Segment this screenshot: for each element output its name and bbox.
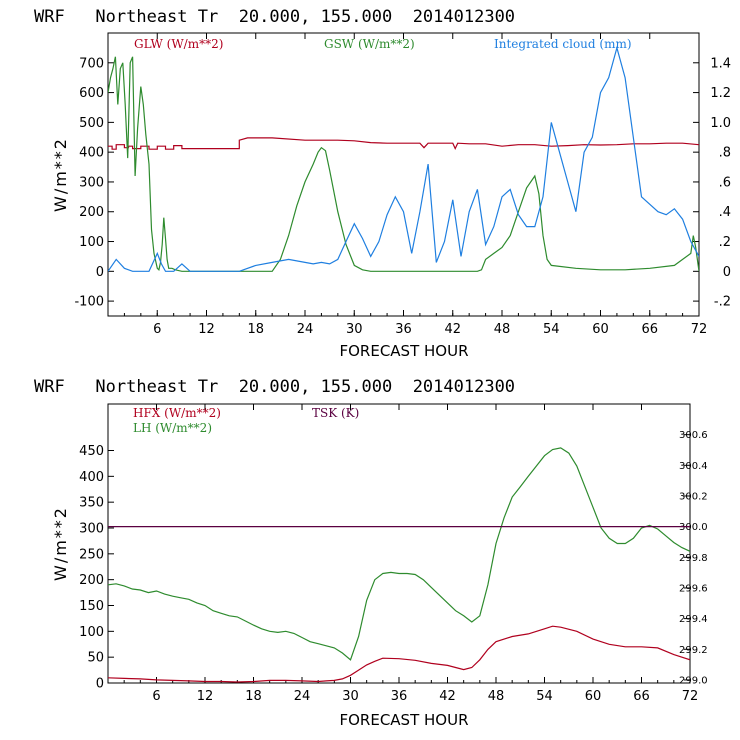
panel2-y-tick-label: 200	[79, 573, 104, 588]
panel1-y-tick-label: 700	[79, 56, 104, 71]
panel1-x-tick-label: 30	[346, 322, 363, 337]
panel2-x-tick-label: 72	[682, 689, 699, 704]
panel2-x-axis-label: FORECAST HOUR	[339, 711, 468, 729]
panel2-y2-tick-label: 299.0	[679, 675, 708, 686]
panel2-x-tick-label: 66	[633, 689, 650, 704]
panel1-y2-tick-label: 1.0	[710, 116, 731, 131]
panel2-y2-tick-label: 299.2	[679, 645, 708, 656]
panel2-x-tick-label: 24	[294, 689, 311, 704]
panel1-x-tick-label: 36	[395, 322, 412, 337]
panel2-x-tick-label: 42	[439, 689, 456, 704]
panel2-y-tick-label: 100	[79, 625, 104, 640]
panel1-y2-tick-label: -.2	[714, 295, 731, 310]
panel1-y-tick-label: 100	[79, 235, 104, 250]
panel1-y2-tick-label: 0	[723, 265, 731, 280]
panel2-x-tick-label: 30	[342, 689, 359, 704]
panel2-x-tick-label: 54	[536, 689, 553, 704]
panel1-x-tick-label: 6	[153, 322, 161, 337]
panel2-series-lh-line	[108, 447, 690, 661]
panel1-series-integrated-line	[108, 45, 699, 272]
panel2-x-tick-label: 18	[245, 689, 262, 704]
panel2-legend-hfx: HFX (W/m**2)	[133, 406, 221, 420]
panel2-y-tick-label: 0	[96, 677, 104, 692]
panel1-y-tick-label: 600	[79, 86, 104, 101]
panel1-y2-tick-label: .6	[719, 175, 731, 190]
panel1-x-tick-label: 60	[592, 322, 609, 337]
panel2-y2-tick-label: 300.2	[679, 491, 708, 502]
panel2-y2-tick-label: 299.6	[679, 583, 708, 594]
panel1-x-tick-label: 48	[494, 322, 511, 337]
panel1-y-tick-label: -100	[74, 295, 104, 310]
panel2-y-tick-label: 50	[87, 651, 104, 666]
panel2-y-axis-label: W/m**2	[51, 506, 70, 581]
panel1-y-tick-label: 0	[96, 265, 104, 280]
panel1-x-tick-label: 72	[691, 322, 708, 337]
panel1-legend-integrated: Integrated cloud (mm)	[494, 37, 632, 51]
panel2-x-tick-label: 48	[488, 689, 505, 704]
panel1-x-tick-label: 66	[641, 322, 658, 337]
panel1-y2-tick-label: .8	[719, 146, 731, 161]
panel2-x-tick-label: 6	[152, 689, 160, 704]
panel1-series-gsw-line	[108, 56, 699, 272]
panel1-y-tick-label: 500	[79, 116, 104, 131]
panel1-x-tick-label: 42	[444, 322, 461, 337]
panel1-legend-gsw: GSW (W/m**2)	[324, 37, 415, 51]
panel1-y-axis-label: W/m**2	[51, 137, 70, 212]
panel1-y-tick-label: 300	[79, 175, 104, 190]
panel2-y2-tick-label: 299.4	[679, 614, 708, 625]
panel2-x-tick-label: 60	[585, 689, 602, 704]
panel1-y-tick-label: 400	[79, 146, 104, 161]
panel2-x-tick-label: 36	[391, 689, 408, 704]
panel2-y2-tick-label: 300.6	[679, 430, 708, 441]
panel2-y-tick-label: 300	[79, 522, 104, 537]
panel2-legend-tsk: TSK (K)	[312, 406, 359, 420]
panel2-y-tick-label: 400	[79, 470, 104, 485]
panel1-x-tick-label: 54	[543, 322, 560, 337]
panel2-x-tick-label: 12	[197, 689, 214, 704]
panel1-x-tick-label: 12	[198, 322, 215, 337]
panel2-title: WRF Northeast Tr 20.000, 155.000 2014012…	[34, 377, 515, 397]
panel2-y2-tick-label: 300.4	[679, 461, 708, 472]
panel1-y2-tick-label: 1.4	[710, 56, 731, 71]
panel2-y-tick-label: 150	[79, 599, 104, 614]
panel2-y2-tick-label: 300.0	[679, 522, 708, 533]
panel1-x-tick-label: 24	[297, 322, 314, 337]
panel2-legend-lh: LH (W/m**2)	[133, 421, 212, 435]
panel1-title: WRF Northeast Tr 20.000, 155.000 2014012…	[34, 7, 515, 27]
panel1-y2-tick-label: .4	[719, 205, 731, 220]
panel1-legend-glw: GLW (W/m**2)	[134, 37, 223, 51]
panel2-plot-frame	[107, 403, 691, 684]
panel1-plot-frame	[107, 32, 700, 317]
panel2-y-tick-label: 250	[79, 547, 104, 562]
panel1-series-glw-line	[108, 137, 699, 151]
panel1-x-axis-label: FORECAST HOUR	[339, 342, 468, 360]
panel2-y-tick-label: 350	[79, 496, 104, 511]
panel1-y2-tick-label: 1.2	[710, 86, 731, 101]
panel2-series-hfx-line	[108, 625, 690, 683]
panel2-y2-tick-label: 299.8	[679, 553, 708, 564]
panel2-y-tick-label: 450	[79, 444, 104, 459]
panel1-x-tick-label: 18	[247, 322, 264, 337]
panel1-y-tick-label: 200	[79, 205, 104, 220]
panel1-y2-tick-label: .2	[719, 235, 731, 250]
